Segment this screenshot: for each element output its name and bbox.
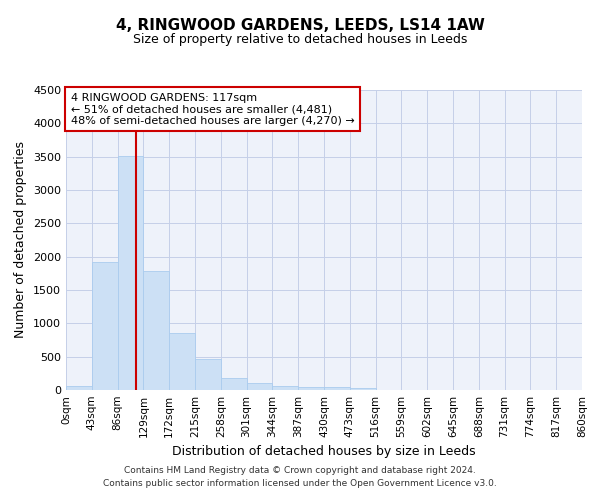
Bar bbox=[118, 156, 143, 390]
Bar bbox=[143, 272, 169, 390]
Bar bbox=[66, 386, 92, 390]
Text: 4 RINGWOOD GARDENS: 117sqm
← 51% of detached houses are smaller (4,481)
48% of s: 4 RINGWOOD GARDENS: 117sqm ← 51% of deta… bbox=[71, 92, 355, 126]
Text: Size of property relative to detached houses in Leeds: Size of property relative to detached ho… bbox=[133, 32, 467, 46]
Text: Contains HM Land Registry data © Crown copyright and database right 2024.
Contai: Contains HM Land Registry data © Crown c… bbox=[103, 466, 497, 487]
Text: 4, RINGWOOD GARDENS, LEEDS, LS14 1AW: 4, RINGWOOD GARDENS, LEEDS, LS14 1AW bbox=[116, 18, 484, 32]
Bar bbox=[272, 386, 298, 390]
Bar bbox=[195, 360, 221, 390]
X-axis label: Distribution of detached houses by size in Leeds: Distribution of detached houses by size … bbox=[172, 446, 476, 458]
Bar bbox=[324, 387, 350, 390]
Y-axis label: Number of detached properties: Number of detached properties bbox=[14, 142, 28, 338]
Bar bbox=[221, 378, 247, 390]
Bar bbox=[169, 332, 195, 390]
Bar bbox=[92, 262, 118, 390]
Bar bbox=[350, 388, 376, 390]
Bar bbox=[247, 384, 272, 390]
Bar bbox=[298, 386, 324, 390]
